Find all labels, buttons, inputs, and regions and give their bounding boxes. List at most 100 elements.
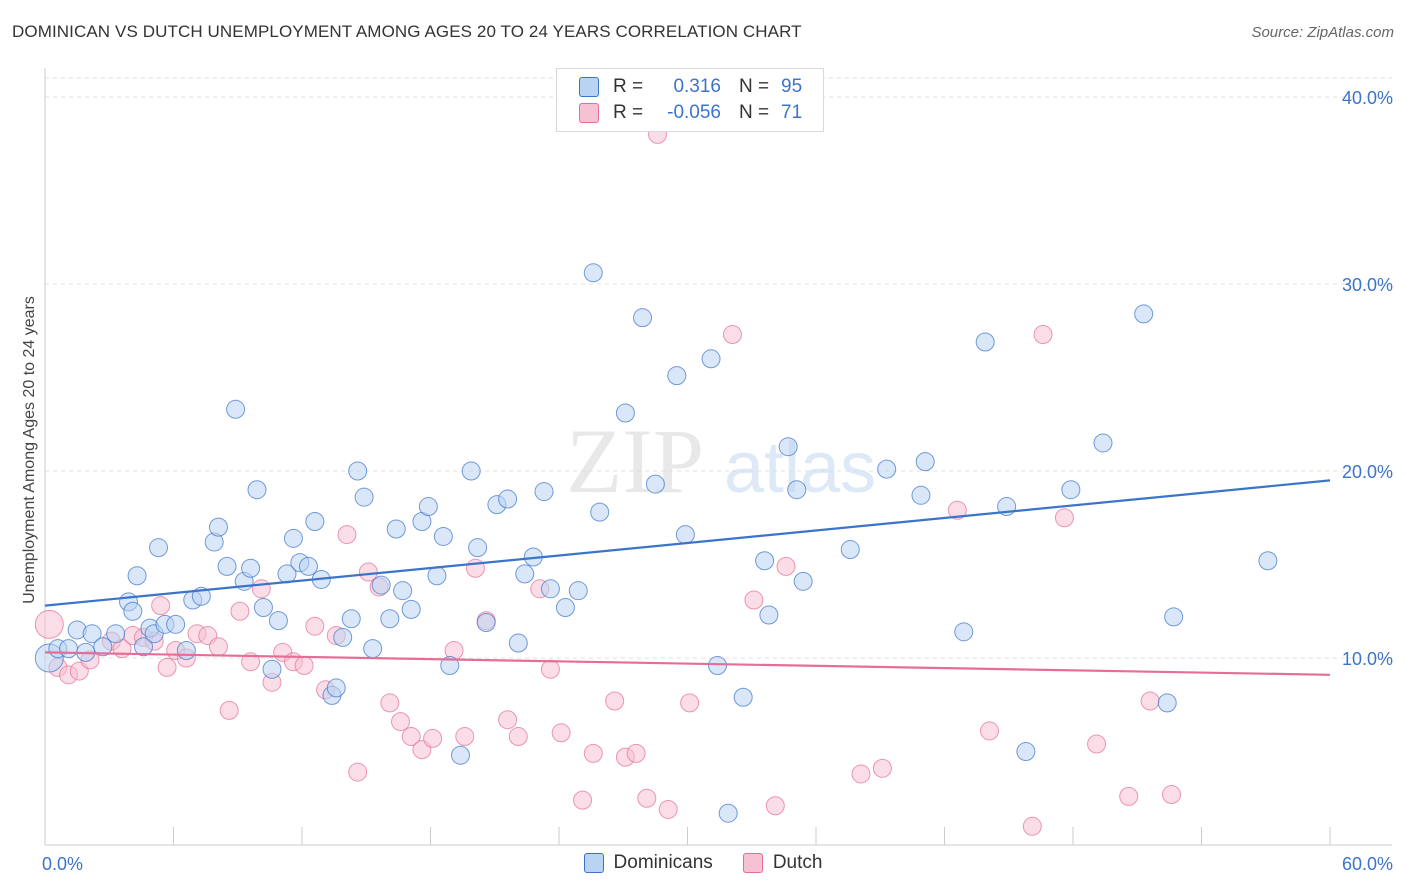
dominican-point xyxy=(733,687,753,707)
dominican-point xyxy=(645,474,665,494)
dutch-point xyxy=(498,710,518,730)
dominican-point xyxy=(590,502,610,522)
dutch-point xyxy=(508,727,528,747)
dominican-point xyxy=(427,566,447,586)
dominican-point xyxy=(253,598,273,618)
dominican-point xyxy=(568,581,588,601)
legend-swatch-blue xyxy=(583,853,604,873)
legend-r-label: R = xyxy=(613,76,644,97)
dominican-point xyxy=(450,745,470,765)
trend-lines xyxy=(44,479,1331,676)
dominican-point xyxy=(440,655,460,675)
dominican-point xyxy=(583,263,603,283)
dutch-point xyxy=(658,799,678,819)
dutch-point xyxy=(465,558,485,578)
dominican-point xyxy=(718,803,738,823)
dominican-point xyxy=(498,489,518,509)
dominican-point xyxy=(633,308,653,328)
dutch-point xyxy=(230,601,250,621)
dominican-point xyxy=(217,556,237,576)
dominican-point xyxy=(134,637,154,657)
dominican-point xyxy=(877,459,897,479)
dutch-point xyxy=(680,693,700,713)
legend-n-label: N = xyxy=(739,102,770,123)
dominican-point xyxy=(1016,742,1036,761)
dominican-point xyxy=(262,659,282,679)
dominican-point xyxy=(241,558,261,578)
dutch-point xyxy=(1022,816,1042,836)
dutch-point xyxy=(551,723,571,743)
axes xyxy=(44,68,1392,846)
legend-item-dominicans[interactable]: Dominicans xyxy=(583,852,713,874)
dutch-point xyxy=(540,659,560,679)
legend-n-value: 71 xyxy=(781,102,803,123)
dutch-point xyxy=(722,324,742,344)
dominican-point xyxy=(508,633,528,653)
tick-labels: 10.0% 20.0% 30.0% 40.0% 0.0% 60.0% xyxy=(42,88,1393,874)
dominican-point xyxy=(540,579,560,599)
legend-swatch-pink xyxy=(579,103,599,123)
dutch-point xyxy=(1087,734,1107,754)
dominican-point xyxy=(707,655,727,675)
dominican-point xyxy=(127,566,147,586)
dominican-point xyxy=(1157,693,1177,713)
dominican-point xyxy=(363,639,383,659)
dominican-point xyxy=(555,598,575,618)
legend-item-dutch[interactable]: Dutch xyxy=(742,852,822,874)
chart-title: DOMINICAN VS DUTCH UNEMPLOYMENT AMONG AG… xyxy=(12,22,802,41)
legend-swatch-blue xyxy=(579,77,599,97)
dominican-point xyxy=(759,605,779,625)
dutch-point xyxy=(979,721,999,741)
dutch-point xyxy=(208,637,228,657)
dutch-point xyxy=(241,652,261,672)
dominican-point xyxy=(915,452,935,472)
legend-row-dominicans: R = 0.316 N = 95 xyxy=(579,74,802,100)
dutch-point xyxy=(765,796,785,816)
dominican-point xyxy=(975,332,995,352)
watermark: ZIP atlas xyxy=(566,410,876,512)
dominican-point xyxy=(348,461,368,481)
legend-r-value: -0.056 xyxy=(667,102,721,123)
dominican-point xyxy=(840,540,860,560)
dutch-point xyxy=(358,562,378,582)
dominican-point xyxy=(911,485,931,505)
y-tick-label: 30.0% xyxy=(1342,275,1393,295)
dominican-point xyxy=(1164,607,1184,627)
dutch-point xyxy=(583,743,603,763)
y-axis-label: Unemployment Among Ages 20 to 24 years xyxy=(21,296,38,604)
legend-r-value: 0.316 xyxy=(673,76,721,97)
dutch-point xyxy=(251,579,271,599)
legend-r-label: R = xyxy=(613,102,644,123)
dominican-point xyxy=(380,609,400,629)
dutch-point xyxy=(305,616,325,636)
dominican-point xyxy=(433,526,453,546)
dominican-point xyxy=(326,678,346,698)
x-tick-label: 0.0% xyxy=(42,854,83,874)
dutch-point xyxy=(348,762,368,782)
dominican-point xyxy=(393,581,413,601)
dominican-point xyxy=(333,627,353,647)
dominican-point xyxy=(461,461,481,481)
dominican-point xyxy=(386,519,406,539)
dutch-trend-line xyxy=(44,651,1331,676)
dominican-point xyxy=(226,399,246,419)
dominican-point xyxy=(341,609,361,629)
y-tick-label: 40.0% xyxy=(1342,88,1393,108)
legend-label-dominicans: Dominicans xyxy=(613,852,713,873)
dominican-point xyxy=(305,511,325,531)
dominican-point xyxy=(176,641,196,661)
legend-n-value: 95 xyxy=(781,76,803,97)
dominican-point xyxy=(93,637,113,657)
dutch-point xyxy=(151,596,171,616)
dominican-point xyxy=(208,517,228,537)
dutch-point xyxy=(573,790,593,810)
legend-row-dutch: R = -0.056 N = 71 xyxy=(579,100,802,126)
dutch-point xyxy=(423,728,443,748)
dominican-point xyxy=(82,624,102,644)
dominican-point xyxy=(787,480,807,500)
x-tick-label: 60.0% xyxy=(1342,854,1393,874)
dutch-point xyxy=(776,556,796,576)
dominican-point xyxy=(701,349,721,369)
dominican-point xyxy=(667,366,687,386)
